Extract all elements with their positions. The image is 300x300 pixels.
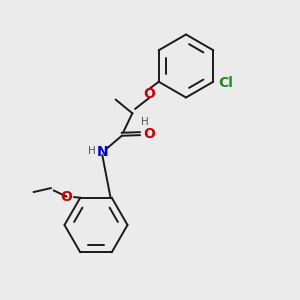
Text: O: O bbox=[60, 190, 72, 203]
Text: H: H bbox=[88, 146, 96, 156]
Text: O: O bbox=[143, 127, 155, 141]
Text: H: H bbox=[141, 117, 148, 127]
Text: O: O bbox=[143, 87, 155, 101]
Text: N: N bbox=[97, 145, 108, 159]
Text: Cl: Cl bbox=[219, 76, 234, 90]
